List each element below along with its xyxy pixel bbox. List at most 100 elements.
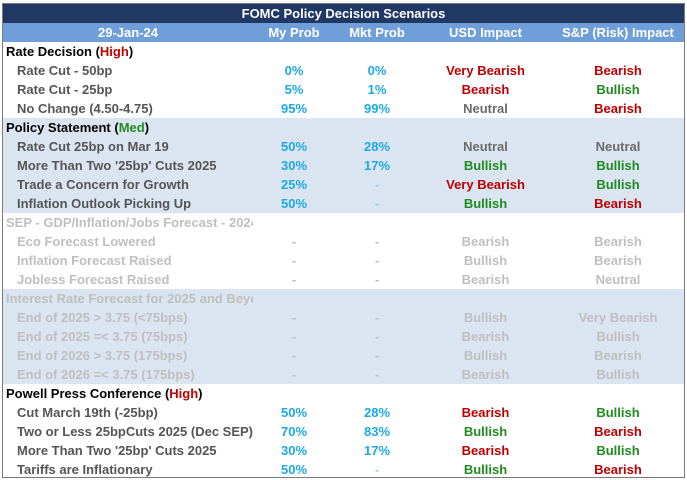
label-text: Inflation Forecast Raised [17,253,172,268]
header-date: 29-Jan-24 [98,25,158,40]
empty-cell [552,213,684,232]
mkt-prob-cell: 28% [363,139,391,154]
my-prob-cell: - [291,367,297,382]
sp-impact-cell: Bearish [594,196,642,211]
usd-impact-cell: Neutral [463,139,508,154]
mkt-prob-cell: - [374,196,380,211]
usd-impact-cell: Bearish [461,405,510,420]
label-text: End of 2025 =< 3.75 (75bps) [17,329,188,344]
usd-impact-cell: Bearish [461,234,510,249]
sp-impact-cell: Bullish [596,329,640,344]
section-row: Powell Press Conference (High) [3,384,684,403]
label-text: End of 2025 > 3.75 (<75bps) [17,310,188,325]
my-prob-cell: 50% [280,462,308,477]
mkt-prob-cell: - [374,272,380,287]
sp-impact-cell: Neutral [595,272,641,287]
scenario-label: Tariffs are Inflationary [3,460,253,479]
usd-impact-cell: Bullish [463,348,508,363]
table-row: Rate Cut 25bp on Mar 19 50% 28% Neutral Neut… [3,137,684,156]
empty-cell [253,118,335,137]
header-mkt-prob: Mkt Prob [349,25,405,40]
sp-impact-cell: Bearish [594,348,642,363]
label-text: Inflation Outlook Picking Up [17,196,192,211]
scenario-label: No Change (4.50-4.75) [3,99,253,118]
importance-tag: Med [118,120,145,135]
label-text: Cut March 19th (-25bp) [17,405,158,420]
scenario-label: Rate Cut - 25bp [3,80,253,99]
my-prob-cell: 25% [280,177,308,192]
usd-impact-cell: Bullish [463,158,508,173]
importance-tag: High [99,44,129,59]
empty-cell [253,289,335,308]
sp-impact-cell: Bearish [594,101,642,116]
empty-cell [335,289,419,308]
mkt-prob-cell: 28% [363,405,391,420]
table-row: Inflation Outlook Picking Up 50% - Bullish B… [3,194,684,213]
section-label: SEP - GDP/Inflation/Jobs Forecast - 2024… [3,213,253,232]
scenario-label: End of 2026 > 3.75 (175bps) [3,346,253,365]
empty-cell [419,118,552,137]
scenario-label: Two or Less 25bpCuts 2025 (Dec SEP) [3,422,253,441]
usd-impact-cell: Bullish [463,462,508,477]
sp-impact-cell: Bullish [596,177,640,192]
header-my-prob: My Prob [268,25,320,40]
table-row: No Change (4.50-4.75) 95% 99% Neutral Bearis… [3,99,684,118]
mkt-prob-cell: - [374,310,380,325]
scenario-label: Trade a Concern for Growth [3,175,253,194]
sp-impact-cell: Bullish [596,367,640,382]
mkt-prob-cell: - [374,234,380,249]
mkt-prob-cell: 0% [367,63,387,78]
label-close: ) [198,386,203,401]
my-prob-cell: - [291,253,297,268]
section-label: Powell Press Conference (High) [3,384,253,403]
table-row: More Than Two '25bp' Cuts 2025 30% 17% Bull… [3,156,684,175]
empty-cell [419,384,552,403]
table-row: End of 2026 =< 3.75 (175bps) - - Bearish Bul… [3,365,684,384]
usd-impact-cell: Bullish [463,424,508,439]
mkt-prob-cell: - [374,253,380,268]
empty-cell [253,42,335,61]
label-text: End of 2026 =< 3.75 (175bps) [17,367,195,382]
header-sp-impact: S&P (Risk) Impact [562,25,674,40]
label-text: Interest Rate Forecast for 2025 and Beyo… [6,291,253,306]
scenario-label: Cut March 19th (-25bp) [3,403,253,422]
my-prob-cell: 95% [280,101,308,116]
sp-impact-cell: Very Bearish [578,310,658,325]
table-row: Rate Cut - 25bp 5% 1% Bearish Bullish [3,80,684,99]
empty-cell [419,42,552,61]
empty-cell [335,213,419,232]
label-close: ) [128,44,134,59]
table-row: End of 2025 =< 3.75 (75bps) - - Bearish Bull… [3,327,684,346]
usd-impact-cell: Bearish [461,82,510,97]
scenario-label: Eco Forecast Lowered [3,232,253,251]
header-usd-impact: USD Impact [449,25,522,40]
label-text: End of 2026 > 3.75 (175bps) [17,348,188,363]
table-row: End of 2025 > 3.75 (<75bps) - - Bullish Very… [3,308,684,327]
empty-cell [552,384,684,403]
table-row: Jobless Forecast Raised - - Bearish Neutral [3,270,684,289]
label-text: Rate Cut - 25bp [17,82,113,97]
scenario-label: Rate Cut - 50bp [3,61,253,80]
label-text: Rate Cut 25bp on Mar 19 [17,139,169,154]
mkt-prob-cell: - [374,348,380,363]
label-text: Powell Press Conference ( [6,386,170,401]
mkt-prob-cell: 1% [367,82,387,97]
label-text: Jobless Forecast Raised [17,272,170,287]
mkt-prob-cell: - [374,329,380,344]
table-row: Two or Less 25bpCuts 2025 (Dec SEP) 70% 83… [3,422,684,441]
empty-cell [552,289,684,308]
empty-cell [335,384,419,403]
label-text: Rate Cut - 50bp [17,63,113,78]
usd-impact-cell: Very Bearish [446,63,525,78]
label-text: Policy Statement ( [6,120,119,135]
sp-impact-cell: Bearish [594,63,642,78]
scenario-label: Inflation Outlook Picking Up [3,194,253,213]
empty-cell [253,384,335,403]
mkt-prob-cell: 83% [363,424,391,439]
section-row: SEP - GDP/Inflation/Jobs Forecast - 2024… [3,213,684,232]
section-row: Interest Rate Forecast for 2025 and Beyo… [3,289,684,308]
sp-impact-cell: Bearish [594,234,642,249]
table-row: Rate Cut - 50bp 0% 0% Very Bearish Bearish [3,61,684,80]
empty-cell [552,42,684,61]
usd-impact-cell: Bullish [463,253,508,268]
